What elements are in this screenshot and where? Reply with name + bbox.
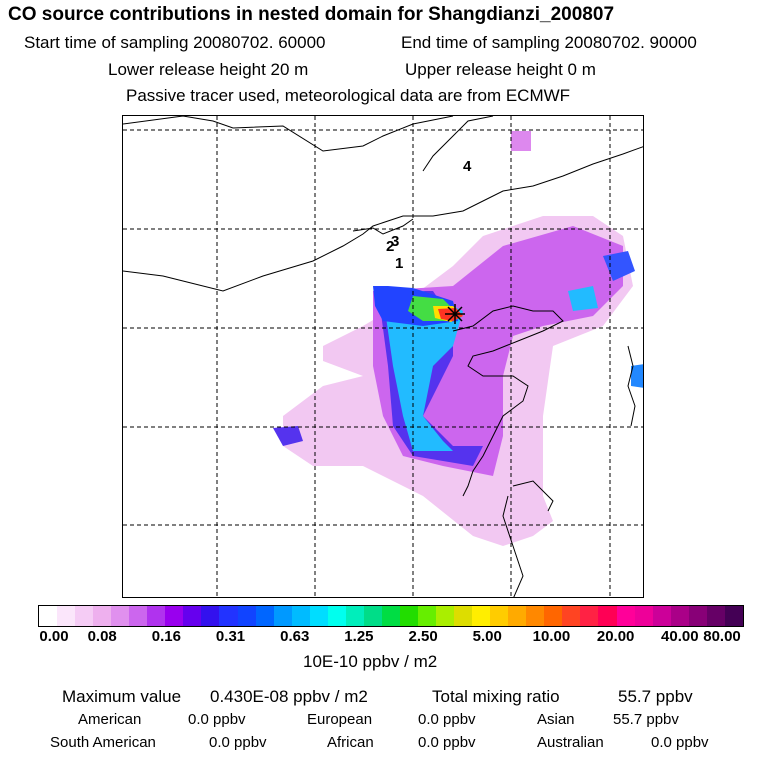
plume-cyan-core: [383, 291, 463, 451]
colorbar-cell: [454, 606, 473, 626]
colorbar-tick-label: 2.50: [408, 628, 438, 645]
colorbar-cell: [111, 606, 130, 626]
colorbar-cell: [544, 606, 563, 626]
colorbar-cell: [598, 606, 617, 626]
receptor-marker-icon[interactable]: [445, 304, 465, 324]
colorbar-cell: [39, 606, 58, 626]
coastline-korea: [627, 345, 636, 427]
map-canvas: 4 3 2 1: [123, 116, 643, 597]
colorbar-cell: [706, 606, 725, 626]
colorbar-tick-label: 5.00: [472, 628, 502, 645]
colorbar-cell: [436, 606, 455, 626]
total-mixing-value: 55.7 ppbv: [618, 687, 693, 706]
map-title: CO source contributions in nested domain…: [8, 4, 615, 25]
lower-height-label: Lower release height 20 m: [108, 60, 309, 79]
colorbar-cell: [670, 606, 689, 626]
region-european-label: European: [307, 711, 373, 728]
colorbar-cell: [616, 606, 635, 626]
region-american-value: 0.0 ppbv: [188, 711, 246, 728]
colorbar-cell: [255, 606, 274, 626]
colorbar-cell: [291, 606, 310, 626]
map-panel[interactable]: 4 3 2 1: [122, 115, 644, 598]
colorbar-tick-label: 20.00: [596, 628, 635, 645]
colorbar-cell: [75, 606, 94, 626]
footprint-field: [273, 131, 643, 546]
colorbar-cell: [562, 606, 581, 626]
colorbar-cell: [508, 606, 527, 626]
region-african-label: African: [327, 734, 374, 751]
map-label-1: 1: [395, 255, 403, 272]
colorbar: [38, 605, 744, 627]
colorbar-cell: [327, 606, 346, 626]
plume-east-blob: [568, 286, 598, 311]
region-australian-label: Australian: [537, 734, 604, 751]
colorbar-units: 10E-10 ppbv / m2: [303, 652, 438, 671]
colorbar-cell: [129, 606, 148, 626]
colorbar-tick-label: 80.00: [703, 628, 741, 645]
total-mixing-label: Total mixing ratio: [432, 687, 560, 706]
colorbar-cell: [472, 606, 491, 626]
colorbar-tick-label: 0.31: [215, 628, 246, 645]
colorbar-cell: [237, 606, 256, 626]
region-south-american-value: 0.0 ppbv: [209, 734, 267, 751]
colorbar-tick-label: 0.16: [151, 628, 181, 645]
colorbar-tick-label: 1.25: [344, 628, 374, 645]
end-time-label: End time of sampling 20080702. 90000: [401, 33, 697, 52]
plume-violet: [373, 226, 623, 476]
plume-northeast-blob: [603, 251, 635, 281]
colorbar-cell: [345, 606, 364, 626]
plume-west-blob: [273, 426, 303, 446]
region-australian-value: 0.0 ppbv: [651, 734, 709, 751]
colorbar-cell: [93, 606, 112, 626]
colorbar-cell: [165, 606, 184, 626]
map-label-4: 4: [463, 158, 472, 175]
plume-top-blob: [511, 131, 531, 151]
colorbar-cell: [381, 606, 400, 626]
colorbar-cell: [183, 606, 202, 626]
colorbar-cell: [309, 606, 328, 626]
region-african-value: 0.0 ppbv: [418, 734, 476, 751]
region-american-label: American: [78, 711, 142, 728]
border-line-inner: [352, 218, 414, 235]
map-label-3: 3: [391, 233, 399, 250]
coastline-shandong: [512, 480, 554, 512]
colorbar-tick-label: 0.08: [87, 628, 117, 645]
max-value-label: Maximum value: [62, 687, 182, 706]
colorbar-cell: [147, 606, 166, 626]
border-line-north: [123, 116, 454, 152]
tracer-note: Passive tracer used, meteorological data…: [126, 86, 571, 105]
region-south-american-label: South American: [50, 734, 156, 751]
colorbar-cell: [688, 606, 707, 626]
region-european-value: 0.0 ppbv: [418, 711, 476, 728]
colorbar-cell: [363, 606, 382, 626]
plume-east-edge-blob: [631, 364, 643, 388]
start-time-label: Start time of sampling 20080702. 60000: [24, 33, 326, 52]
colorbar-cell: [201, 606, 220, 626]
colorbar-tick-label: 0.63: [280, 628, 310, 645]
colorbar-tick-label: 40.00: [661, 628, 699, 645]
border-line-northeast: [422, 116, 494, 172]
colorbar-cell: [526, 606, 545, 626]
colorbar-cell: [57, 606, 76, 626]
colorbar-tick-label: 0.00: [39, 628, 69, 645]
max-value: 0.430E-08 ppbv / m2: [210, 687, 368, 706]
colorbar-cell: [490, 606, 509, 626]
coastline-south: [502, 495, 524, 597]
colorbar-tick-label: 10.00: [532, 628, 571, 645]
colorbar-cell: [634, 606, 653, 626]
colorbar-cell: [580, 606, 599, 626]
region-asian-value: 55.7 ppbv: [613, 711, 679, 728]
colorbar-cell: [417, 606, 437, 626]
region-asian-label: Asian: [537, 711, 575, 728]
colorbar-cell: [273, 606, 292, 626]
grid-lines: [123, 116, 643, 597]
border-line-middle: [123, 146, 643, 292]
colorbar-cell: [219, 606, 238, 626]
colorbar-cell: [724, 606, 743, 626]
map-label-2: 2: [386, 238, 394, 255]
colorbar-cell: [399, 606, 418, 626]
upper-height-label: Upper release height 0 m: [405, 60, 596, 79]
coastline-bohai: [452, 305, 564, 497]
colorbar-cell: [652, 606, 671, 626]
